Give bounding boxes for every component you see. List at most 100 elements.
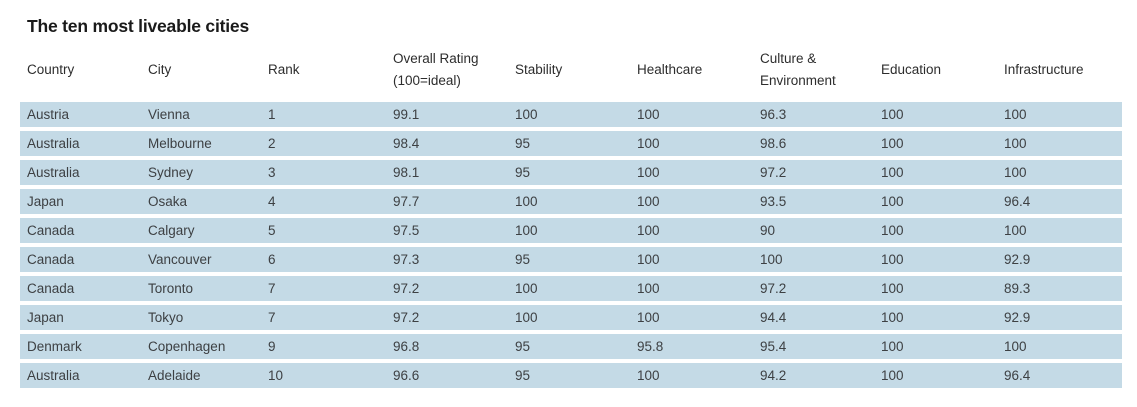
table-cell-rank: 1 bbox=[268, 106, 276, 122]
table-cell-stability: 100 bbox=[515, 193, 538, 209]
table-cell-stability: 95 bbox=[515, 164, 531, 180]
table-cell-country: Japan bbox=[27, 193, 64, 209]
table-cell-city: Vienna bbox=[148, 106, 190, 122]
table-cell-city: Adelaide bbox=[148, 367, 201, 383]
table-cell-rank: 7 bbox=[268, 280, 276, 296]
table-row: Australia Adelaide 10 96.6 95 100 94.2 100 96.4 bbox=[20, 362, 1122, 388]
table-cell-rank: 9 bbox=[268, 338, 276, 354]
table-cell-rank: 5 bbox=[268, 222, 276, 238]
table-row: Australia Sydney 3 98.1 95 100 97.2 100 100 bbox=[20, 159, 1122, 185]
table-row: Canada Calgary 5 97.5 100 100 90 100 100 bbox=[20, 217, 1122, 243]
table-header-row: Country City Rank Overall Rating (100=ideal)… bbox=[20, 43, 1122, 98]
liveability-table: Country City Rank Overall Rating (100=ideal)… bbox=[20, 39, 1122, 392]
table-cell-stability: 95 bbox=[515, 251, 531, 267]
table-cell-rank: 7 bbox=[268, 309, 276, 325]
table-cell-stability: 95 bbox=[515, 338, 531, 354]
table-cell-country: Australia bbox=[27, 367, 80, 383]
table-cell-education: 100 bbox=[881, 367, 904, 383]
table-cell-country: Denmark bbox=[27, 338, 82, 354]
table-row: Japan Osaka 4 97.7 100 100 93.5 100 96.4 bbox=[20, 188, 1122, 214]
table-cell-culture-environment: 90 bbox=[760, 222, 776, 238]
column-header-stability: Stability bbox=[508, 43, 630, 98]
table-cell-overall-rating: 96.8 bbox=[393, 338, 420, 354]
table-cell-culture-environment: 97.2 bbox=[760, 164, 787, 180]
table-row: Japan Tokyo 7 97.2 100 100 94.4 100 92.9 bbox=[20, 304, 1122, 330]
table-cell-stability: 95 bbox=[515, 135, 531, 151]
table-cell-culture-environment: 100 bbox=[760, 251, 783, 267]
table-cell-overall-rating: 97.7 bbox=[393, 193, 420, 209]
table-cell-infrastructure: 89.3 bbox=[1004, 280, 1031, 296]
table-cell-education: 100 bbox=[881, 193, 904, 209]
table-cell-country: Japan bbox=[27, 309, 64, 325]
column-header-city: City bbox=[141, 43, 261, 98]
table-cell-rank: 4 bbox=[268, 193, 276, 209]
table-cell-education: 100 bbox=[881, 222, 904, 238]
column-header-culture-environment: Culture & Environment bbox=[753, 43, 874, 98]
table-cell-rank: 3 bbox=[268, 164, 276, 180]
column-header-label: (100=ideal) bbox=[393, 73, 461, 89]
table-cell-infrastructure: 96.4 bbox=[1004, 193, 1031, 209]
table-row: Canada Vancouver 6 97.3 95 100 100 100 92.9 bbox=[20, 246, 1122, 272]
table-cell-overall-rating: 96.6 bbox=[393, 367, 420, 383]
column-header-label: City bbox=[148, 62, 172, 78]
table-row: Canada Toronto 7 97.2 100 100 97.2 100 89.3 bbox=[20, 275, 1122, 301]
table-cell-culture-environment: 94.2 bbox=[760, 367, 787, 383]
table-row: Australia Melbourne 2 98.4 95 100 98.6 100 100 bbox=[20, 130, 1122, 156]
table-cell-city: Melbourne bbox=[148, 135, 212, 151]
table-cell-healthcare: 100 bbox=[637, 106, 660, 122]
column-header-overall-rating: Overall Rating (100=ideal) bbox=[386, 43, 508, 98]
table-cell-education: 100 bbox=[881, 106, 904, 122]
table-cell-culture-environment: 95.4 bbox=[760, 338, 787, 354]
table-cell-overall-rating: 97.3 bbox=[393, 251, 420, 267]
table-cell-healthcare: 100 bbox=[637, 193, 660, 209]
table-cell-city: Toronto bbox=[148, 280, 194, 296]
table-cell-country: Canada bbox=[27, 251, 75, 267]
table-cell-city: Calgary bbox=[148, 222, 195, 238]
table-cell-culture-environment: 96.3 bbox=[760, 106, 787, 122]
table-cell-overall-rating: 97.2 bbox=[393, 280, 420, 296]
table-cell-culture-environment: 93.5 bbox=[760, 193, 787, 209]
table-cell-city: Vancouver bbox=[148, 251, 212, 267]
table-cell-culture-environment: 98.6 bbox=[760, 135, 787, 151]
table-cell-healthcare: 100 bbox=[637, 309, 660, 325]
table-cell-stability: 100 bbox=[515, 106, 538, 122]
table-cell-culture-environment: 94.4 bbox=[760, 309, 787, 325]
column-header-rank: Rank bbox=[261, 43, 386, 98]
table-cell-infrastructure: 100 bbox=[1004, 338, 1027, 354]
table-cell-culture-environment: 97.2 bbox=[760, 280, 787, 296]
table-body: Austria Vienna 1 99.1 100 100 96.3 100 100 Austra… bbox=[20, 101, 1122, 388]
table-cell-city: Tokyo bbox=[148, 309, 184, 325]
table-cell-education: 100 bbox=[881, 338, 904, 354]
column-header-label: Stability bbox=[515, 62, 563, 78]
table-cell-infrastructure: 100 bbox=[1004, 106, 1027, 122]
table-cell-overall-rating: 98.1 bbox=[393, 164, 420, 180]
table-cell-rank: 6 bbox=[268, 251, 276, 267]
table-header: Country City Rank Overall Rating (100=ideal)… bbox=[20, 43, 1122, 98]
column-header-label: Culture & bbox=[760, 51, 817, 66]
table-cell-stability: 100 bbox=[515, 280, 538, 296]
table-cell-education: 100 bbox=[881, 280, 904, 296]
table-cell-infrastructure: 100 bbox=[1004, 222, 1027, 238]
table-cell-infrastructure: 100 bbox=[1004, 135, 1027, 151]
table-cell-overall-rating: 99.1 bbox=[393, 106, 420, 122]
table-cell-rank: 10 bbox=[268, 367, 284, 383]
table-cell-city: Copenhagen bbox=[148, 338, 226, 354]
table-cell-city: Sydney bbox=[148, 164, 194, 180]
table-cell-city: Osaka bbox=[148, 193, 188, 209]
table-cell-education: 100 bbox=[881, 135, 904, 151]
column-header-label: Overall Rating bbox=[393, 51, 479, 66]
table-cell-education: 100 bbox=[881, 164, 904, 180]
table-cell-infrastructure: 100 bbox=[1004, 164, 1027, 180]
table-cell-healthcare: 100 bbox=[637, 367, 660, 383]
table-cell-healthcare: 100 bbox=[637, 164, 660, 180]
table-cell-country: Australia bbox=[27, 164, 80, 180]
table-cell-country: Austria bbox=[27, 106, 70, 122]
table-title: The ten most liveable cities bbox=[27, 16, 249, 36]
table-cell-healthcare: 95.8 bbox=[637, 338, 664, 354]
table-cell-country: Canada bbox=[27, 280, 75, 296]
column-header-education: Education bbox=[874, 43, 997, 98]
table-row: Denmark Copenhagen 9 96.8 95 95.8 95.4 100 100 bbox=[20, 333, 1122, 359]
column-header-label: Country bbox=[27, 62, 75, 78]
table-cell-infrastructure: 96.4 bbox=[1004, 367, 1031, 383]
table-cell-overall-rating: 97.2 bbox=[393, 309, 420, 325]
